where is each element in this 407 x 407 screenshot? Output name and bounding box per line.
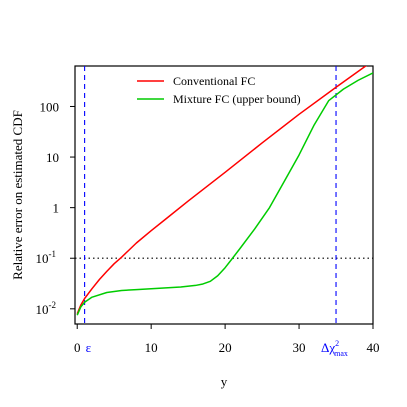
vertical-reference-label: Δχ2 max	[321, 339, 348, 358]
legend: Conventional FC Mixture FC (upper bound)	[137, 74, 301, 106]
y-tick-label: 10	[46, 150, 59, 165]
x-tick-label: 10	[145, 340, 158, 355]
x-tick-label: 20	[219, 340, 232, 355]
reference-label-main: Δχ	[321, 340, 335, 355]
y-tick-label: 100	[40, 99, 60, 114]
series-lines	[76, 66, 373, 316]
y-tick-label: 10-2	[36, 300, 57, 317]
reference-label-sup: 2	[335, 339, 339, 348]
plot-frame	[74, 65, 374, 325]
y-tick-exponent: -2	[49, 300, 57, 310]
y-tick-label: 10-1	[36, 249, 57, 266]
x-tick-label: 0	[74, 340, 81, 355]
vertical-reference-label: ε	[86, 340, 92, 355]
x-axis: 0 10 20 30 40	[74, 324, 380, 355]
x-tick-label: 30	[293, 340, 306, 355]
mixture-fc-upper-bound-line	[76, 72, 373, 316]
y-tick-base: 10	[36, 302, 49, 317]
reference-label-sub: max	[334, 349, 348, 358]
reference-lines: ε Δχ2 max	[75, 66, 373, 358]
y-tick-label: 1	[53, 201, 60, 216]
x-tick-label: 40	[367, 340, 380, 355]
y-tick-base: 10	[36, 251, 49, 266]
y-axis-label: Relative error on estimated CDF	[10, 110, 25, 280]
x-axis-label: y	[221, 374, 228, 389]
conventional-fc-line	[76, 66, 367, 315]
legend-label: Conventional FC	[173, 74, 255, 88]
legend-label: Mixture FC (upper bound)	[173, 92, 301, 106]
y-tick-exponent: -1	[49, 249, 57, 259]
reference-label-main: ε	[86, 340, 92, 355]
